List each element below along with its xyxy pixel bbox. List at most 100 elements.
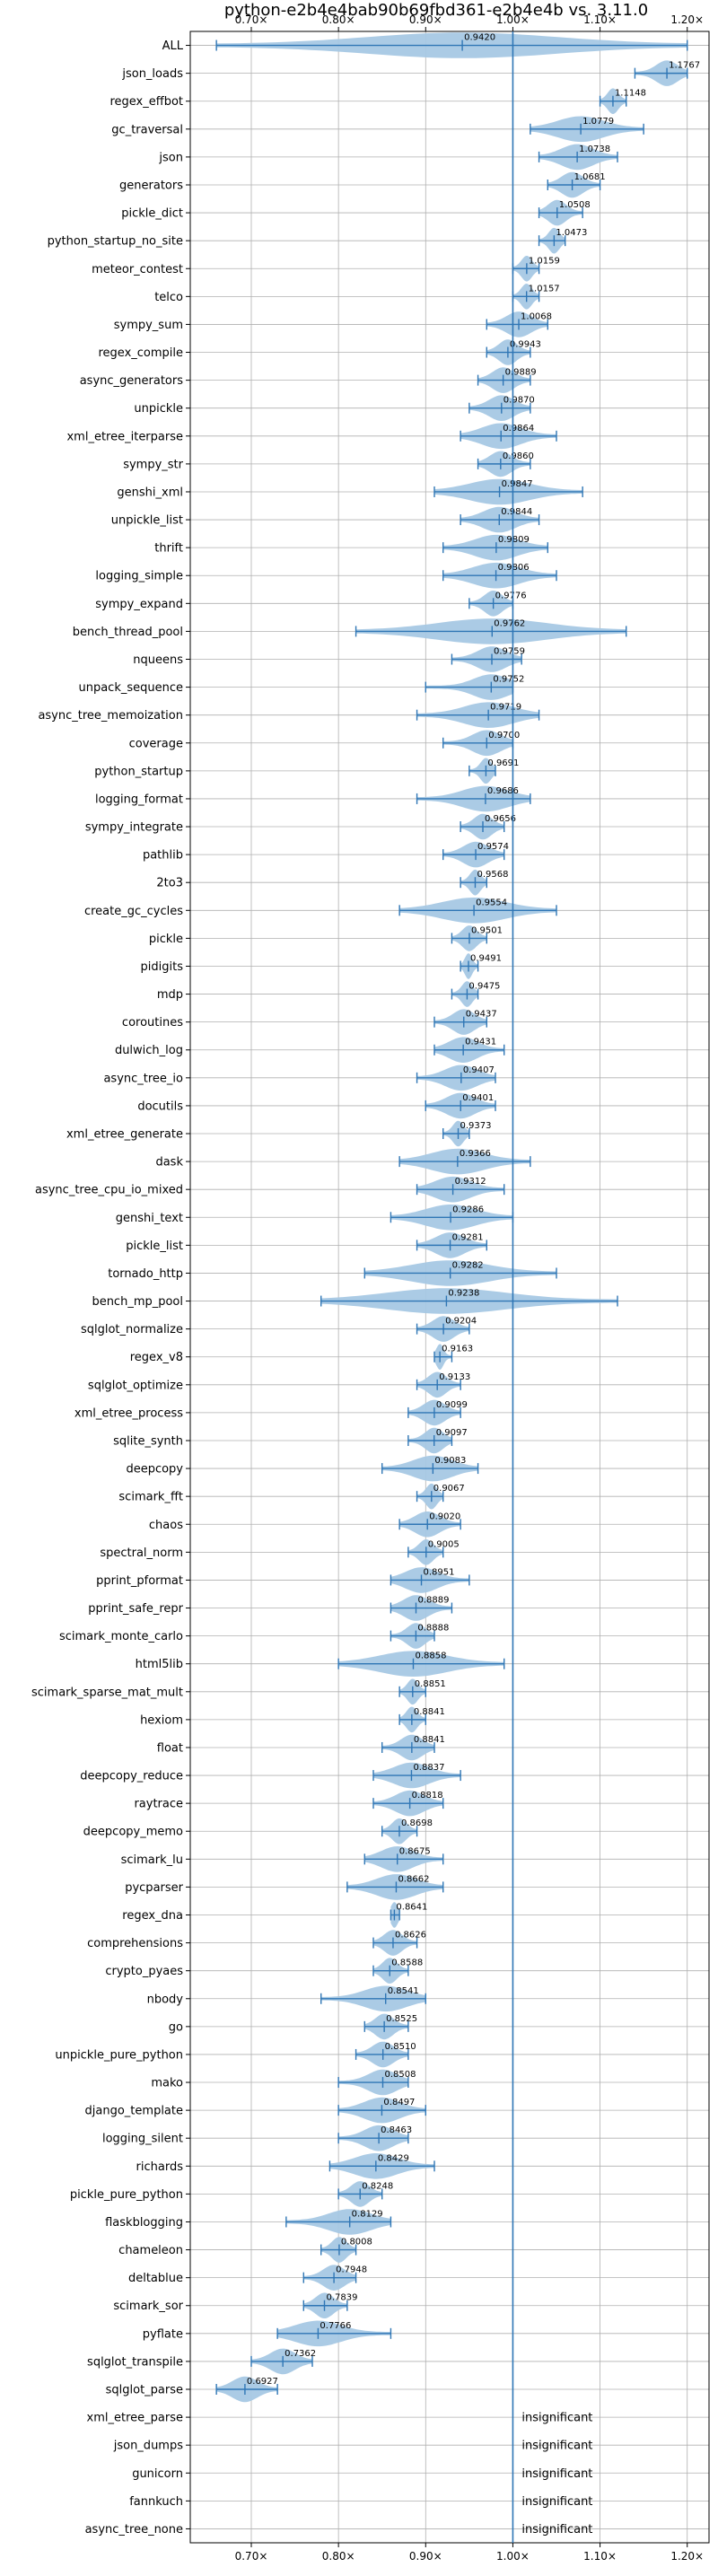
violin-pycparser: 0.8662: [346, 1874, 444, 1900]
category-label: async_tree_cpu_io_mixed: [35, 1184, 183, 1197]
violin-go: 0.8525: [363, 2013, 417, 2040]
category-label: python_startup: [94, 765, 183, 778]
median-value-label: 0.8841: [414, 1735, 445, 1745]
median-value-label: 1.0157: [529, 284, 560, 294]
violin-nbody: 0.8541: [320, 1985, 426, 2012]
category-label: genshi_text: [116, 1212, 183, 1225]
violin-pidigits: 0.9491: [460, 953, 502, 979]
category-label: django_template: [85, 2105, 183, 2118]
category-label: scimark_monte_carlo: [59, 1630, 183, 1643]
median-value-label: 0.9889: [505, 368, 537, 378]
violin-deltablue: 0.7948: [302, 2265, 367, 2291]
category-label: spectral_norm: [100, 1546, 183, 1560]
category-label: json_dumps: [113, 2440, 183, 2453]
category-label: pprint_safe_repr: [88, 1602, 183, 1616]
median-value-label: 0.8641: [396, 1903, 427, 1913]
violin-coroutines: 0.9437: [433, 1009, 497, 1035]
violin-sqlite_synth: 0.9097: [407, 1427, 468, 1454]
violin-dulwich_log: 0.9431: [433, 1037, 505, 1063]
median-value-label: 0.9282: [452, 1260, 484, 1270]
x-tick-label-bottom: 1.00×: [496, 2550, 530, 2563]
violin-async_tree_cpu_io_mixed: 0.9312: [416, 1176, 505, 1203]
category-label: genshi_xml: [117, 486, 183, 499]
median-value-label: 0.9719: [490, 703, 521, 713]
median-value-label: 0.9020: [429, 1511, 460, 1521]
violin-pprint_safe_repr: 0.8889: [390, 1595, 453, 1621]
category-label: unpickle: [134, 402, 183, 416]
median-value-label: 0.9864: [503, 424, 534, 434]
median-value-label: 0.8008: [341, 2238, 372, 2247]
category-label: sqlglot_transpile: [87, 2355, 183, 2369]
category-label: scimark_sparse_mat_mult: [31, 1686, 183, 1699]
x-tick-label-bottom: 1.20×: [670, 2550, 704, 2563]
violin-pickle: 0.9501: [451, 925, 503, 951]
category-label: hexiom: [140, 1713, 183, 1727]
category-label: unpickle_list: [111, 514, 183, 528]
violin-pathlib: 0.9574: [442, 841, 509, 868]
category-label: coverage: [129, 737, 183, 750]
category-label: deltablue: [128, 2272, 183, 2285]
category-label: tornado_http: [108, 1267, 183, 1281]
violin-deepcopy_reduce: 0.8837: [372, 1762, 461, 1789]
median-value-label: 0.9700: [488, 731, 520, 740]
violin-spectral_norm: 0.9005: [407, 1539, 460, 1565]
category-label: logging_format: [95, 793, 183, 806]
violin-tornado_http: 0.9282: [363, 1260, 557, 1286]
category-label: sympy_integrate: [85, 821, 183, 835]
category-label: mdp: [157, 988, 183, 1002]
category-label: deepcopy_memo: [83, 1826, 183, 1839]
category-label: fannkuch: [129, 2495, 183, 2509]
violin-bench_thread_pool: 0.9762: [355, 618, 627, 644]
violin-json_loads: 1.1767: [634, 60, 700, 86]
category-label: sympy_str: [123, 458, 183, 471]
median-value-label: 0.7948: [336, 2265, 367, 2275]
median-value-label: 0.9491: [470, 953, 502, 963]
category-label: nbody: [147, 1993, 184, 2006]
category-label: sqlglot_normalize: [81, 1323, 183, 1336]
violin-pyflate: 0.7766: [276, 2320, 392, 2347]
category-label: create_gc_cycles: [84, 905, 183, 918]
category-label: xml_etree_iterparse: [66, 430, 183, 443]
median-value-label: 0.8463: [381, 2125, 412, 2135]
median-value-label: 0.9762: [494, 618, 525, 628]
gridlines: [190, 31, 709, 2543]
median-value-label: 0.7766: [320, 2321, 351, 2331]
violin-async_tree_memoization: 0.9719: [416, 702, 540, 728]
median-value-label: 0.9373: [460, 1121, 492, 1131]
category-label: dulwich_log: [115, 1044, 183, 1057]
x-tick-label-top: 1.10×: [583, 13, 617, 26]
plot-area: 0.9420 1.1767 1.1148 1.0779 1.0738 1.0681 1.05…: [189, 31, 710, 2544]
median-value-label: 0.9847: [502, 479, 533, 489]
category-label: async_generators: [80, 374, 184, 388]
category-label: sqlglot_parse: [106, 2384, 183, 2397]
x-tick-label-top: 0.90×: [409, 13, 442, 26]
category-label: scimark_lu: [121, 1853, 183, 1867]
median-value-label: 0.8951: [424, 1567, 455, 1577]
category-label: html5lib: [136, 1658, 183, 1671]
median-value-label: 0.9005: [428, 1539, 460, 1549]
violin-django_template: 0.8497: [337, 2097, 426, 2124]
median-value-label: 0.9286: [452, 1205, 484, 1214]
x-tick-label-top: 1.20×: [670, 13, 704, 26]
median-value-label: 0.9574: [477, 842, 509, 852]
category-label: regex_v8: [130, 1351, 183, 1364]
median-value-label: 0.9097: [436, 1428, 468, 1438]
violin-genshi_xml: 0.9847: [433, 478, 583, 505]
median-value-label: 0.9656: [485, 814, 516, 824]
median-value-label: 0.8497: [383, 2098, 415, 2107]
median-value-label: 1.0681: [574, 172, 606, 182]
x-tick-label-top: 0.70×: [235, 13, 268, 26]
category-label: sympy_sum: [114, 319, 183, 332]
category-label: comprehensions: [87, 1937, 183, 1950]
median-value-label: 0.8837: [413, 1763, 444, 1773]
median-value-label: 0.9860: [503, 451, 534, 461]
median-value-label: 0.9083: [434, 1456, 466, 1466]
category-labels: ALL json_loads regex_effbot gc_traversaljso…: [31, 39, 190, 2537]
category-label: raytrace: [134, 1798, 183, 1811]
median-value-label: 0.8508: [384, 2070, 416, 2080]
category-label: coroutines: [122, 1016, 183, 1030]
median-value-label: 1.0508: [559, 200, 591, 210]
violin-raytrace: 0.8818: [372, 1790, 444, 1817]
violin-unpack_sequence: 0.9752: [425, 674, 524, 700]
